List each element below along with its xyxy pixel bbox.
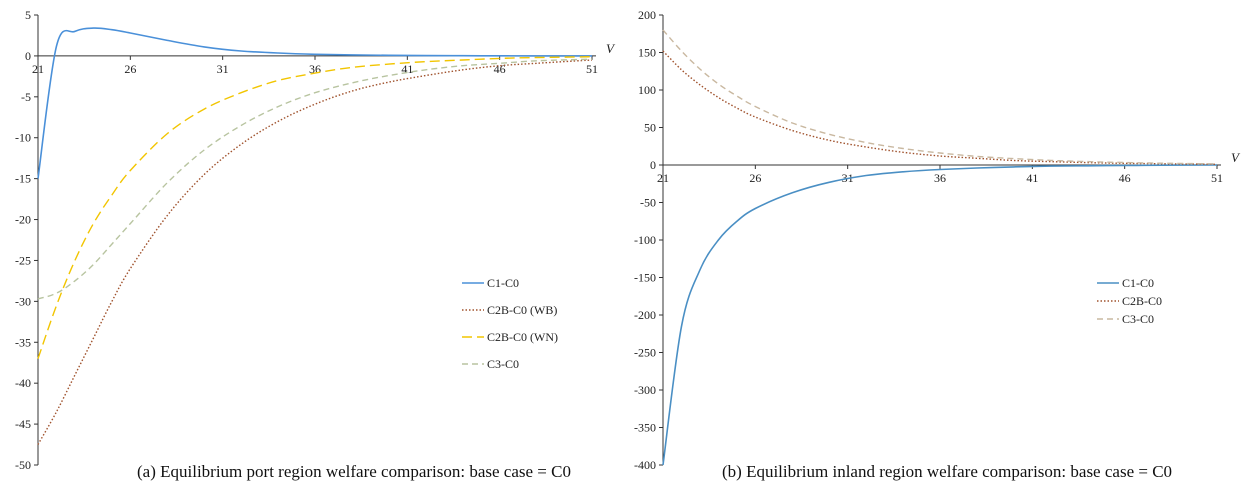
y-tick-label: -30 bbox=[15, 294, 31, 308]
series-line-1 bbox=[662, 164, 1218, 466]
series-line-2 bbox=[37, 59, 593, 445]
y-tick-label: 5 bbox=[25, 8, 31, 22]
y-tick-label: 150 bbox=[638, 46, 656, 60]
x-tick-label: 26 bbox=[124, 62, 136, 76]
y-tick-label: -20 bbox=[15, 213, 31, 227]
y-tick-label: -50 bbox=[15, 458, 31, 472]
y-tick-label: -5 bbox=[21, 90, 31, 104]
y-tick-label: -200 bbox=[634, 308, 656, 322]
y-tick-label: 0 bbox=[650, 158, 656, 172]
y-tick-label: -25 bbox=[15, 253, 31, 267]
y-tick-label: -35 bbox=[15, 335, 31, 349]
legend-label: C3-C0 bbox=[487, 357, 519, 371]
y-tick-label: 50 bbox=[644, 121, 656, 135]
series-line-3 bbox=[662, 29, 1218, 165]
legend-label: C1-C0 bbox=[487, 276, 519, 290]
y-tick-label: -300 bbox=[634, 383, 656, 397]
legend-label: C3-C0 bbox=[1122, 312, 1154, 326]
legend-label: C1-C0 bbox=[1122, 276, 1154, 290]
legend-label: C2B-C0 (WN) bbox=[487, 330, 558, 344]
x-tick-label: 46 bbox=[494, 62, 506, 76]
y-tick-label: -350 bbox=[634, 421, 656, 435]
y-tick-label: -15 bbox=[15, 172, 31, 186]
series-line-2 bbox=[662, 50, 1218, 165]
y-tick-label: -150 bbox=[634, 271, 656, 285]
x-tick-label: 46 bbox=[1119, 171, 1131, 185]
x-tick-label: 51 bbox=[586, 62, 598, 76]
chart-b-inland-region: 200 150 100 50 0 -50 -100 -150 -200 -250 -300 -350 -… bbox=[634, 8, 1241, 472]
y-tick-label: -40 bbox=[15, 376, 31, 390]
series-line-3 bbox=[37, 56, 593, 359]
y-tick-label: 200 bbox=[638, 8, 656, 22]
x-axis-label: V bbox=[606, 41, 616, 56]
legend-label: C2B-C0 (WB) bbox=[487, 303, 557, 317]
y-tick-label: 100 bbox=[638, 83, 656, 97]
caption-b: (b) Equilibrium inland region welfare co… bbox=[722, 462, 1173, 481]
y-tick-label: -100 bbox=[634, 233, 656, 247]
caption-a: (a) Equilibrium port region welfare comp… bbox=[137, 462, 571, 481]
y-tick-label: -50 bbox=[640, 196, 656, 210]
y-tick-label: -10 bbox=[15, 131, 31, 145]
x-tick-label: 36 bbox=[934, 171, 946, 185]
x-tick-label: 21 bbox=[32, 62, 44, 76]
y-tick-label: -250 bbox=[634, 346, 656, 360]
x-tick-label: 26 bbox=[749, 171, 761, 185]
series-line-1 bbox=[37, 27, 592, 179]
x-tick-label: 51 bbox=[1211, 171, 1223, 185]
x-tick-label: 31 bbox=[217, 62, 229, 76]
series-line-4 bbox=[37, 58, 593, 300]
y-tick-label: 0 bbox=[25, 49, 31, 63]
y-tick-label: -400 bbox=[634, 458, 656, 472]
y-tick-label: -45 bbox=[15, 417, 31, 431]
x-axis-label: V bbox=[1231, 150, 1241, 165]
x-tick-label: 21 bbox=[657, 171, 669, 185]
x-tick-label: 41 bbox=[1026, 171, 1038, 185]
legend-label: C2B-C0 bbox=[1122, 294, 1162, 308]
